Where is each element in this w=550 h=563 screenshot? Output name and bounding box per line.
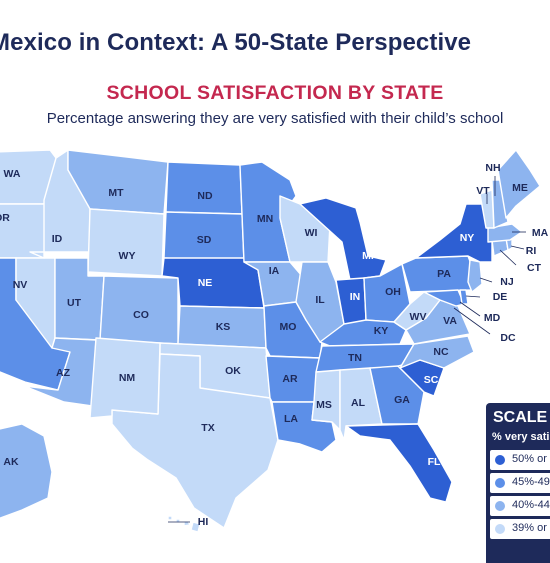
state-wy[interactable] [87, 208, 165, 277]
state-label-ia: IA [269, 265, 280, 277]
state-nh[interactable] [491, 179, 509, 229]
state-de[interactable] [459, 289, 469, 305]
state-label-nd: ND [197, 190, 213, 202]
state-ny[interactable] [415, 203, 493, 263]
leader-ct [499, 249, 517, 266]
state-tx[interactable] [111, 353, 279, 529]
legend: SCALE % very satisfied 50% or more 45%-4… [486, 403, 550, 563]
state-label-al: AL [351, 397, 366, 409]
state-ak[interactable] [0, 423, 53, 520]
state-label-la: LA [284, 413, 298, 425]
state-label-ne: NE [198, 277, 213, 289]
state-me[interactable] [497, 149, 541, 219]
state-label-ak: AK [3, 456, 19, 468]
state-label-or: OR [0, 212, 10, 224]
state-label-ct: CT [527, 262, 542, 274]
state-label-ny: NY [460, 232, 475, 244]
state-label-ri: RI [526, 245, 537, 257]
legend-label: 45%-49% [512, 476, 550, 488]
state-label-ms: MS [316, 399, 332, 411]
state-label-pa: PA [437, 268, 451, 280]
state-label-tx: TX [201, 422, 214, 434]
state-ga[interactable] [369, 365, 425, 425]
state-label-vt: VT [476, 185, 490, 197]
legend-item: 39% or less [490, 519, 550, 539]
state-nj[interactable] [467, 259, 483, 293]
state-label-co: CO [133, 309, 149, 321]
legend-swatch [495, 455, 505, 465]
leader-md [459, 301, 481, 317]
leader-dc [453, 307, 491, 335]
state-label-oh: OH [385, 286, 401, 298]
legend-swatch [495, 501, 505, 511]
state-mi[interactable] [299, 197, 387, 281]
leader-nj [479, 277, 493, 283]
state-label-ok: OK [225, 365, 241, 377]
state-nd[interactable] [165, 161, 243, 215]
legend-item: 40%-44% [490, 496, 550, 516]
state-ma[interactable] [487, 223, 523, 243]
state-label-ks: KS [216, 321, 231, 333]
state-label-ky: KY [374, 325, 389, 337]
state-label-ar: AR [282, 373, 298, 385]
map-subtitle: Percentage answering they are very satis… [46, 110, 504, 127]
legend-subtitle: % very satisfied [492, 431, 550, 443]
state-label-ma: MA [532, 227, 549, 239]
state-label-id: ID [52, 233, 63, 245]
legend-label: 40%-44% [512, 499, 550, 511]
state-label-wi: WI [305, 227, 318, 239]
state-label-ga: GA [394, 394, 410, 406]
us-state-map: WA OR ID NV AZ UT MT WY CO NM ND SD NE KS OK TX MN IA MO AR… [0, 149, 549, 533]
state-label-nv: NV [13, 279, 28, 291]
state-label-va: VA [443, 315, 457, 327]
legend-item: 45%-49% [490, 473, 550, 493]
legend-label: 39% or less [512, 522, 550, 534]
state-fl[interactable] [345, 423, 453, 503]
legend-swatch [495, 524, 505, 534]
state-label-nj: NJ [500, 276, 514, 288]
map-title: SCHOOL SATISFACTION BY STATE [106, 82, 444, 104]
legend-title: SCALE [493, 409, 548, 426]
state-label-fl: FL [428, 456, 441, 468]
state-label-il: IL [315, 294, 325, 306]
legend-item: 50% or more [490, 450, 550, 470]
state-label-md: MD [484, 312, 501, 324]
state-nm[interactable] [89, 337, 161, 419]
page-title: Mexico in Context: A 50-State Perspectiv… [0, 29, 472, 56]
state-label-nh: NH [485, 162, 500, 174]
state-label-mo: MO [280, 321, 297, 333]
state-label-wv: WV [410, 311, 427, 323]
state-label-dc: DC [500, 332, 516, 344]
state-md[interactable] [423, 289, 465, 307]
leader-ri [510, 245, 525, 250]
state-label-wy: WY [119, 250, 136, 262]
state-label-tn: TN [348, 352, 362, 364]
state-label-mn: MN [257, 213, 273, 225]
state-label-ut: UT [67, 297, 82, 309]
state-label-mi: MI [362, 250, 374, 262]
state-label-sc: SC [424, 374, 439, 386]
state-hi[interactable] [167, 515, 201, 533]
state-label-de: DE [493, 291, 508, 303]
leader-de [465, 295, 481, 298]
state-label-sd: SD [197, 234, 212, 246]
state-label-az: AZ [56, 367, 71, 379]
legend-label: 50% or more [512, 453, 550, 465]
state-label-mt: MT [108, 187, 124, 199]
state-label-in: IN [350, 291, 361, 303]
legend-swatch [495, 478, 505, 488]
state-label-nm: NM [119, 372, 136, 384]
state-label-hi: HI [198, 516, 209, 528]
state-label-nc: NC [433, 346, 449, 358]
state-label-wa: WA [4, 168, 21, 180]
state-label-me: ME [512, 182, 528, 194]
